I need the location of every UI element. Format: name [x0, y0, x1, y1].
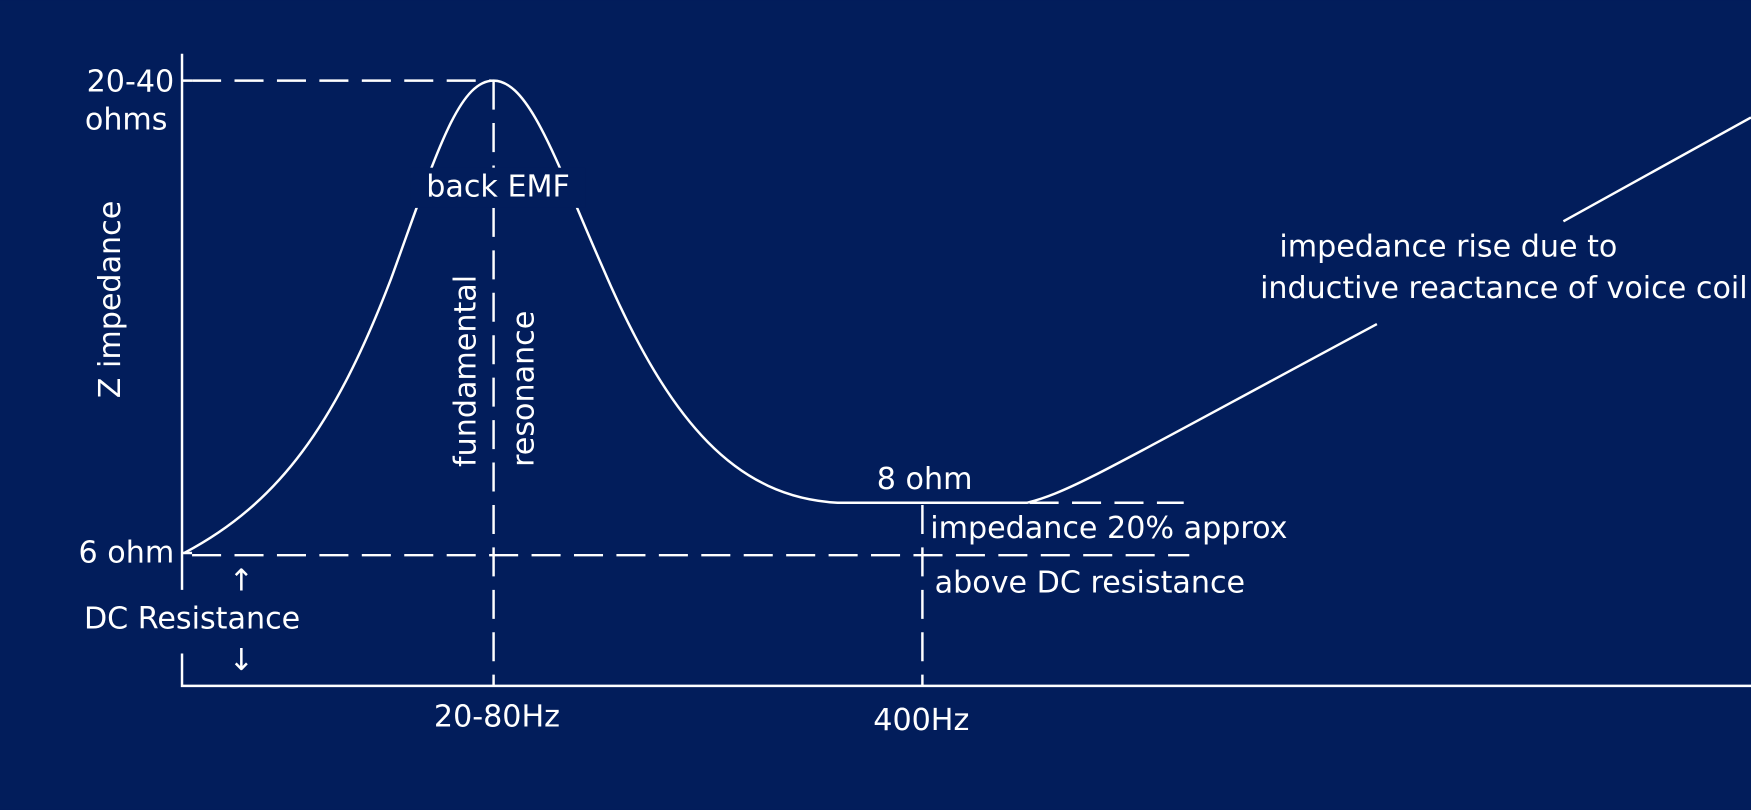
fundamental-label: fundamental: [448, 275, 483, 467]
up-arrow: ↑: [229, 563, 254, 598]
back-emf-label: back EMF: [426, 169, 570, 204]
resonance-label: resonance: [506, 311, 541, 467]
y-bottom-label: 6 ohm: [79, 536, 175, 571]
eight-ohm-label: 8 ohm: [877, 462, 973, 497]
x-label: 20-80Hz: [434, 700, 560, 735]
dc-resistance-label: DC Resistance: [84, 601, 300, 636]
y-top-label: ohms: [85, 102, 168, 137]
y-axis-title: Z impedance: [93, 201, 128, 398]
x-label: 400Hz: [873, 703, 969, 738]
down-arrow: ↓: [229, 643, 254, 678]
rise-label: inductive reactance of voice coil: [1260, 271, 1748, 306]
approx-label: above DC resistance: [935, 566, 1245, 601]
guide-lines: [192, 79, 1190, 686]
axes: [180, 53, 1751, 688]
approx-label: impedance 20% approx: [930, 511, 1287, 546]
rise-label: impedance rise due to: [1279, 230, 1617, 265]
y-top-label: 20-40: [87, 64, 175, 99]
label-backdrop: [410, 167, 586, 208]
